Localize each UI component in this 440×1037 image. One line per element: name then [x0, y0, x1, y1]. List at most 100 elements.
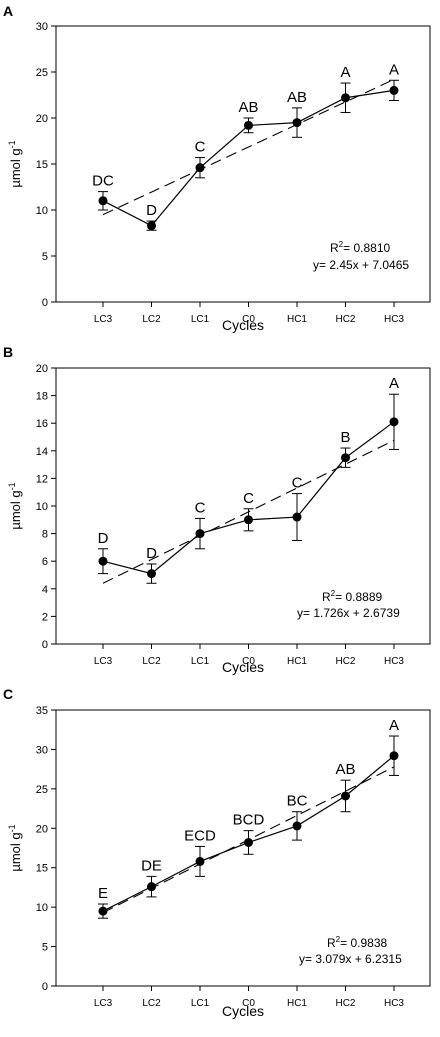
- significance-letter: AB: [335, 761, 355, 778]
- y-tick-label: 18: [36, 391, 48, 403]
- data-point: [292, 512, 302, 522]
- y-axis-title: µmol g-1: [7, 140, 23, 187]
- panel-label: C: [3, 686, 13, 702]
- y-tick-label: 14: [36, 446, 48, 458]
- significance-letters: E DE ECD BCD BC AB A: [98, 717, 399, 902]
- y-tick-label: 20: [36, 113, 48, 125]
- y-tick-label: 35: [36, 705, 48, 717]
- data-point: [195, 856, 205, 866]
- significance-letter: DE: [141, 857, 162, 874]
- x-tick-label: C0: [242, 314, 255, 325]
- y-tick-label: 0: [42, 639, 48, 651]
- y-tick-label: 20: [36, 363, 48, 375]
- significance-letter: AB: [238, 99, 258, 116]
- significance-letter: AB: [287, 89, 307, 106]
- significance-letter: B: [340, 429, 350, 446]
- significance-letter: E: [98, 885, 108, 902]
- significance-letters: D D C C C B A: [98, 375, 399, 562]
- x-tick-label: LC1: [191, 314, 210, 325]
- y-tick-label: 0: [42, 981, 48, 993]
- data-point: [244, 120, 253, 130]
- data-point: [98, 196, 108, 206]
- significance-letter: C: [243, 490, 254, 507]
- x-tick-label: HC1: [287, 656, 307, 667]
- data-point: [389, 85, 399, 95]
- y-tick-label: 12: [36, 473, 48, 485]
- y-axis: 0 5 10 15 20 25 30: [36, 21, 56, 309]
- x-tick-label: HC2: [335, 656, 355, 667]
- data-point: [98, 906, 108, 916]
- x-tick-label: LC1: [191, 998, 210, 1009]
- x-tick-label: HC2: [335, 998, 355, 1009]
- y-tick-label: 20: [36, 823, 48, 835]
- y-axis: 0 2 4 6 8 10 12 14 16 18 20: [36, 363, 56, 651]
- data-point: [147, 221, 156, 231]
- significance-letter: C: [292, 475, 303, 492]
- y-tick-label: 25: [36, 784, 48, 796]
- x-tick-label: HC1: [287, 998, 307, 1009]
- y-tick-label: 2: [42, 611, 48, 623]
- y-tick-label: 25: [36, 67, 48, 79]
- data-points: [98, 85, 399, 231]
- data-points: [98, 751, 399, 916]
- x-axis-title: Cycles: [222, 1003, 264, 1019]
- panel-label: B: [3, 344, 13, 360]
- data-point: [147, 882, 156, 892]
- error-bars: [98, 393, 399, 584]
- x-tick-label: LC3: [94, 998, 113, 1009]
- panel-b: B 0 2 4 6 8 10 12 14 16 18 20 LC3 LC2 LC1 C0 HC1 HC2 HC3…: [3, 344, 431, 675]
- y-tick-label: 4: [42, 584, 48, 596]
- significance-letter: BC: [287, 793, 308, 810]
- y-tick-label: 6: [42, 556, 48, 568]
- x-tick-label: C0: [242, 656, 255, 667]
- significance-letter: D: [146, 545, 157, 562]
- x-axis: LC3 LC2 LC1 C0 HC1 HC2 HC3: [94, 644, 404, 667]
- data-point: [147, 569, 156, 579]
- significance-letter: A: [340, 64, 350, 81]
- data-point: [389, 751, 399, 761]
- y-tick-label: 5: [42, 251, 48, 263]
- y-tick-label: 15: [36, 863, 48, 875]
- x-tick-label: HC3: [384, 656, 404, 667]
- x-tick-label: LC2: [142, 998, 161, 1009]
- y-tick-label: 0: [42, 297, 48, 309]
- data-point: [244, 837, 253, 847]
- trendline: [102, 78, 395, 216]
- x-axis: LC3 LC2 LC1 C0 HC1 HC2 HC3: [94, 302, 404, 325]
- data-point: [292, 118, 302, 128]
- y-axis-title: µmol g-1: [7, 824, 23, 871]
- data-point: [195, 163, 205, 173]
- x-tick-label: LC1: [191, 656, 210, 667]
- x-tick-label: LC2: [142, 656, 161, 667]
- significance-letter: D: [98, 530, 109, 547]
- regression-equation: y= 3.079x + 6.2315: [299, 952, 402, 966]
- x-tick-label: LC3: [94, 656, 113, 667]
- significance-letter: C: [195, 139, 206, 156]
- significance-letter: A: [389, 375, 399, 392]
- y-tick-label: 16: [36, 418, 48, 430]
- y-tick-label: 15: [36, 159, 48, 171]
- data-point: [244, 515, 253, 525]
- data-point: [341, 93, 350, 103]
- regression-line: [102, 78, 395, 216]
- data-point: [341, 791, 350, 801]
- data-point: [389, 417, 399, 427]
- significance-letter: ECD: [184, 827, 216, 844]
- y-tick-label: 10: [36, 501, 48, 513]
- x-tick-label: LC3: [94, 314, 113, 325]
- x-tick-label: HC1: [287, 314, 307, 325]
- plot-frame: [55, 709, 431, 987]
- panel-c: C 0 5 10 15 20 25 30 35 LC3 LC2 LC1 C0 HC1 HC2 HC3 E D…: [3, 686, 431, 1019]
- significance-letter: C: [195, 499, 206, 516]
- x-tick-label: C0: [242, 998, 255, 1009]
- x-axis-title: Cycles: [222, 317, 264, 333]
- y-tick-label: 30: [36, 21, 48, 33]
- significance-letter: A: [389, 717, 399, 734]
- regression-equation: y= 1.726x + 2.6739: [297, 606, 400, 620]
- x-tick-label: HC2: [335, 314, 355, 325]
- data-point: [98, 556, 108, 566]
- y-axis: 0 5 10 15 20 25 30 35: [36, 705, 56, 993]
- x-tick-label: LC2: [142, 314, 161, 325]
